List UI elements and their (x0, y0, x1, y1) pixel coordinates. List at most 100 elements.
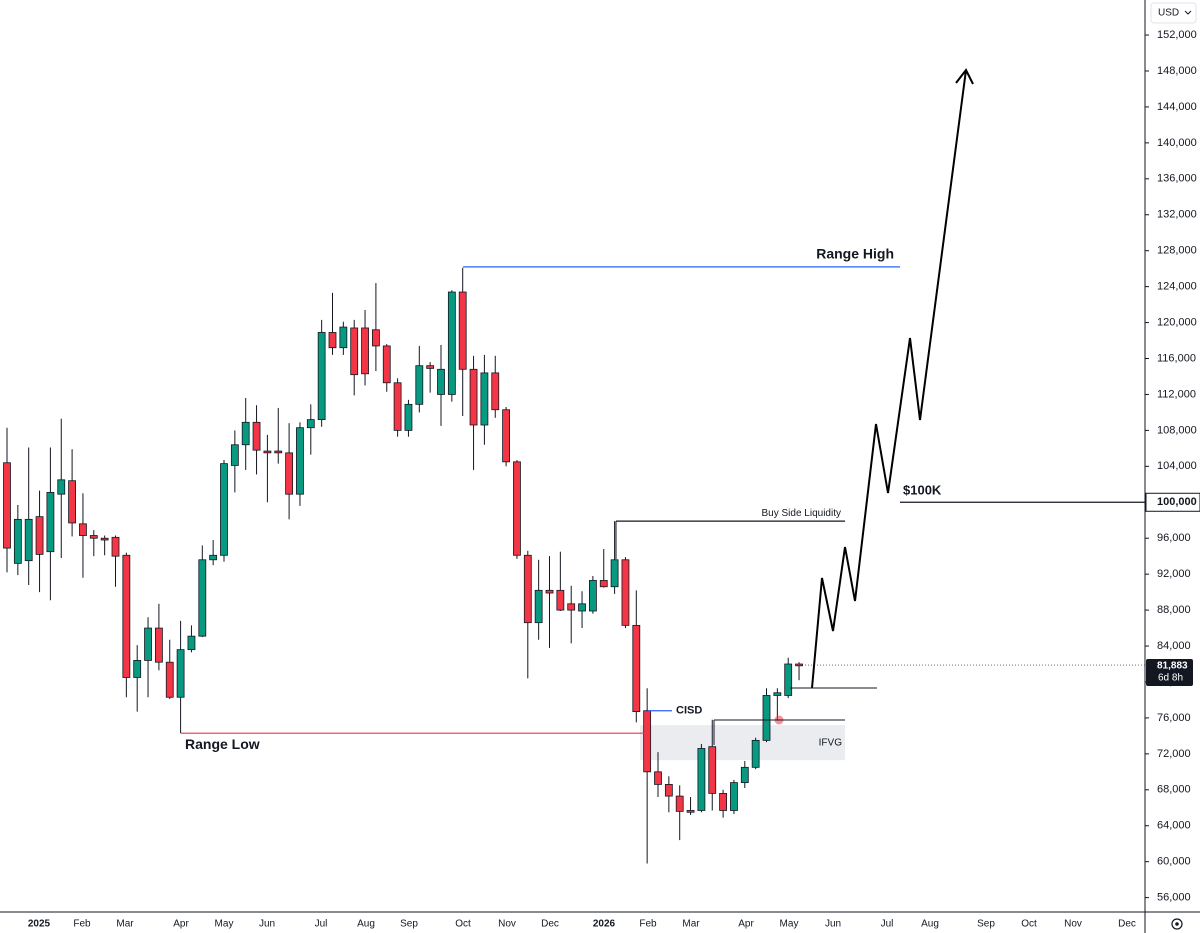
chevron (1184, 10, 1192, 15)
candle-body (317, 332, 326, 421)
level-label: Range Low (185, 736, 260, 752)
level-label: CISD (676, 705, 702, 717)
candle-body (89, 535, 98, 539)
candle-body (24, 518, 33, 562)
price-axis (1145, 0, 1200, 933)
candle-body (154, 627, 163, 663)
y-tick-label: 68,000 (1157, 784, 1191, 796)
x-tick-label: May (780, 919, 799, 930)
y-tick-label: 120,000 (1157, 316, 1197, 328)
price-tag-label: 81,883 (1157, 661, 1188, 672)
y-tick-label: 60,000 (1157, 856, 1191, 868)
candle-body (664, 784, 673, 797)
candle-body (632, 624, 641, 713)
candle-body (404, 403, 413, 431)
y-tick-label: 104,000 (1157, 460, 1197, 472)
candle-body (133, 660, 142, 678)
x-tick-label: Apr (738, 919, 754, 930)
candle-body (241, 421, 250, 446)
settings-icon[interactable] (1171, 918, 1183, 930)
candle-body (589, 580, 597, 612)
candle-body (13, 518, 22, 564)
candle-body (220, 463, 228, 556)
candle-body (296, 427, 304, 495)
x-tick-label: Feb (639, 919, 657, 930)
x-tick-label: Jul (881, 919, 894, 930)
candle-body (144, 627, 152, 661)
x-tick-label: Apr (173, 919, 189, 930)
candle-body (415, 365, 424, 405)
y-tick-label: 88,000 (1157, 604, 1191, 616)
x-tick-label: Dec (541, 919, 559, 930)
ifvg-zone (640, 725, 845, 761)
y-tick-label: 116,000 (1157, 352, 1196, 364)
candle-body (79, 523, 87, 536)
candle-body (35, 516, 44, 555)
level-label: $100K (903, 483, 942, 498)
candle-body (122, 554, 131, 678)
candle-body (306, 419, 315, 429)
candle-body (730, 782, 738, 811)
axis-layer: 56,00060,00064,00068,00072,00076,00080,0… (28, 29, 1200, 930)
candle-body (719, 792, 727, 811)
candle-body (599, 580, 608, 588)
x-tick-label: Mar (116, 919, 134, 930)
candle-body (361, 327, 369, 375)
candle-body (513, 461, 521, 556)
candle-body (469, 368, 478, 426)
candle-body (784, 663, 793, 696)
candle-body (491, 372, 500, 411)
candle-body (621, 559, 630, 626)
y-tick-label: 108,000 (1157, 424, 1197, 436)
candle-body (773, 692, 782, 696)
y-tick-label: 132,000 (1157, 209, 1197, 221)
currency-button[interactable] (1150, 2, 1197, 24)
x-tick-label: Jul (315, 919, 328, 930)
x-tick-label: 2025 (28, 919, 51, 930)
candle-layer (3, 267, 803, 864)
candle-body (610, 559, 619, 588)
x-tick-label: Sep (977, 919, 995, 930)
candle-body (230, 444, 239, 466)
candle-body (46, 491, 55, 553)
y-tick-label: 144,000 (1157, 101, 1197, 113)
ifvg-label: IFVG (819, 737, 843, 748)
y-tick-label: 56,000 (1157, 892, 1191, 904)
candle-body (480, 372, 489, 426)
y-tick-label: 152,000 (1157, 29, 1197, 41)
y-tick-label: 100,000 (1157, 496, 1197, 508)
currency-label: USD (1158, 8, 1179, 19)
y-tick-label: 112,000 (1157, 388, 1196, 400)
y-tick-label: 136,000 (1157, 173, 1197, 185)
y-tick-label: 72,000 (1157, 748, 1191, 760)
candle-body (578, 603, 586, 612)
candle-body (795, 663, 803, 667)
y-tick-label: 76,000 (1157, 712, 1191, 724)
candle-body (762, 695, 771, 741)
candle-body (426, 365, 435, 369)
candle-body (458, 291, 467, 370)
candle-body (3, 462, 11, 549)
candle-body (447, 291, 456, 395)
candle-body (697, 748, 706, 811)
x-tick-label: Oct (1021, 919, 1037, 930)
x-tick-label: Feb (73, 919, 91, 930)
candle-body (209, 554, 218, 561)
x-tick-label: Mar (682, 919, 700, 930)
candle-body (198, 559, 207, 637)
candle-body (643, 710, 652, 773)
candle-body (328, 332, 337, 349)
y-tick-label: 64,000 (1157, 820, 1191, 832)
projection-arrow (955, 68, 974, 85)
x-tick-label: Sep (400, 919, 418, 930)
settings-icon-dot (1175, 922, 1179, 926)
candle-body (708, 746, 717, 794)
candle-body (100, 537, 109, 541)
candle-body (686, 810, 695, 813)
candle-body (523, 554, 532, 624)
candle-body (437, 368, 445, 395)
zone-layer (640, 725, 845, 761)
x-tick-label: 2026 (593, 919, 616, 930)
x-tick-label: Dec (1118, 919, 1136, 930)
